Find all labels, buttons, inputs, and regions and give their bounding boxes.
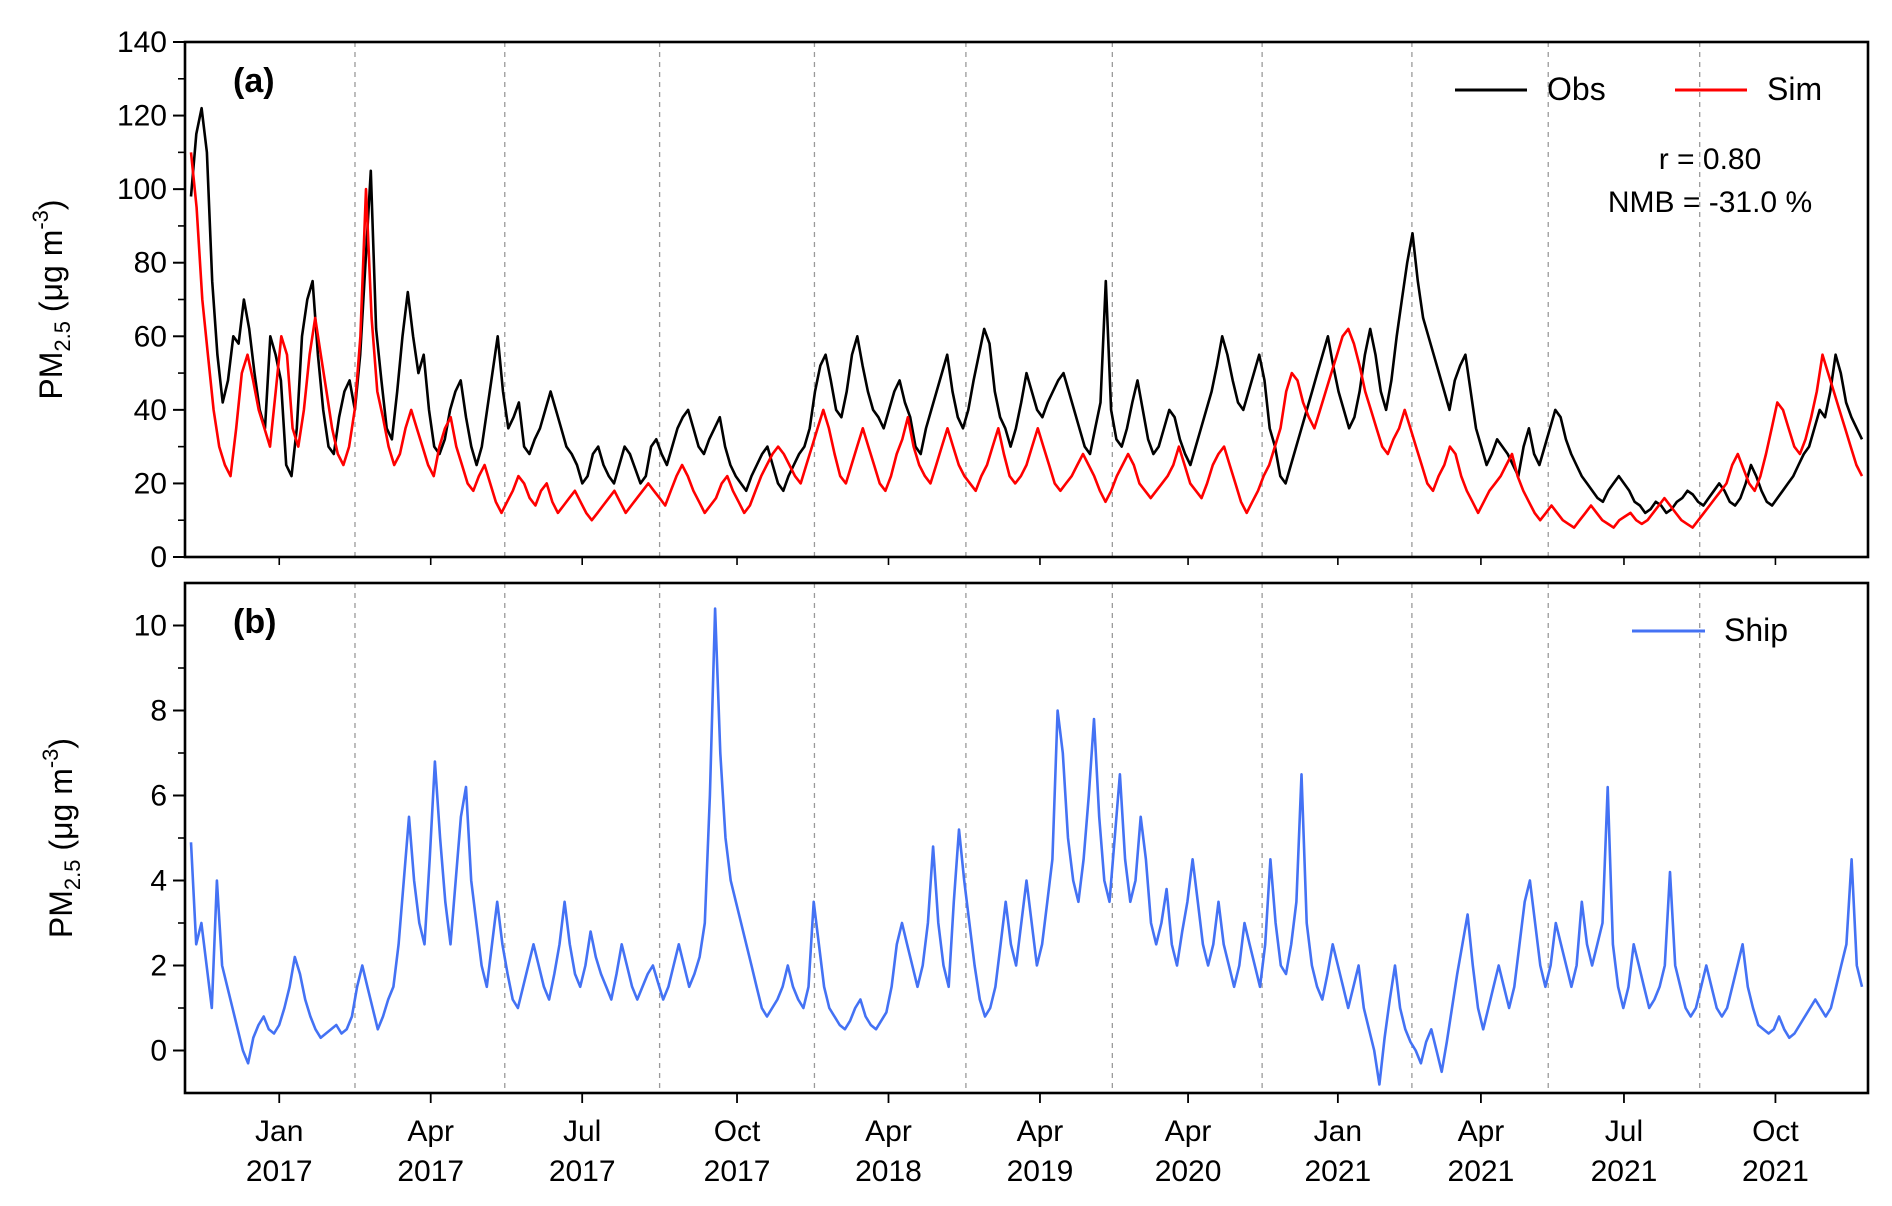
y-tick-label: 120 [117,100,167,133]
y-axis-label: PM2.5 (μg m-3) [28,199,75,399]
panel-label: (a) [233,62,275,100]
x-tick-year: 2017 [549,1155,616,1188]
stat-r: r = 0.80 [1659,143,1762,176]
panel-b: 0 2 4 6 8 10 (b) PM2.5 (μg m-3) Ship [38,581,1870,1095]
y-tick-label: 6 [150,780,167,813]
x-tick-month: Apr [1458,1115,1505,1148]
y-tick-label: 8 [150,695,167,728]
y-axis-label: PM2.5 (μg m-3) [38,738,85,938]
x-tick-year: 2021 [1591,1155,1658,1188]
legend-label-ship: Ship [1724,612,1788,648]
plot-frame [183,40,1870,559]
series-line-sim [189,152,1864,529]
y-tick-label: 0 [150,1035,167,1068]
y-tick-label: 40 [134,394,167,427]
x-tick-month: Apr [407,1115,454,1148]
y-tick-label: 60 [134,320,167,353]
x-tick-month: Jul [563,1115,601,1148]
x-tick-month: Apr [865,1115,912,1148]
x-tick-month: Apr [1165,1115,1212,1148]
legend-label-obs: Obs [1547,71,1606,107]
x-tick-year: 2017 [704,1155,771,1188]
x-tick-month: Jan [1314,1115,1362,1148]
plot-frame [183,581,1870,1095]
x-tick-year: 2017 [246,1155,313,1188]
x-tick-year: 2018 [855,1155,922,1188]
x-tick-year: 2019 [1007,1155,1074,1188]
ylabel-units: (μg m [33,230,69,321]
x-tick-year: 2021 [1742,1155,1809,1188]
y-tick-label: 2 [150,950,167,983]
x-tick-month: Apr [1017,1115,1064,1148]
legend-label-sim: Sim [1767,71,1822,107]
x-tick-year: 2020 [1155,1155,1222,1188]
y-tick-label: 140 [117,26,167,59]
ylabel-close: ) [43,738,79,749]
x-tick-year: 2021 [1448,1155,1515,1188]
x-tick-month: Oct [714,1115,761,1148]
x-tick-month: Jul [1605,1115,1643,1148]
y-tick-label: 4 [150,865,167,898]
x-axis: Jan 2017 Apr 2017 Jul 2017 Oct 2017 Apr 2018 Apr 20… [246,557,1809,1188]
series-line-ship [189,607,1864,1086]
series-line-obs [189,106,1864,515]
y-tick-label: 20 [134,467,167,500]
y-tick-label: 80 [134,247,167,280]
y-tick-label: 0 [150,541,167,574]
ylabel-sub: 2.5 [50,321,75,352]
ylabel-main: PM [33,352,69,400]
ylabel-close: ) [33,199,69,210]
panel-a: 0 20 40 60 80 100 120 140 (a) PM2.5 (μg m-3) Obs Si… [28,26,1870,574]
y-tick-label: 100 [117,173,167,206]
stat-nmb: NMB = -31.0 % [1608,186,1812,219]
x-tick-year: 2017 [397,1155,464,1188]
x-tick-year: 2021 [1304,1155,1371,1188]
panel-label: (b) [233,603,276,641]
ylabel-units: (μg m [43,768,79,859]
ylabel-sub: 2.5 [60,859,85,890]
x-tick-month: Oct [1752,1115,1799,1148]
ylabel-sup: -3 [38,749,63,769]
x-tick-month: Jan [255,1115,303,1148]
y-tick-label: 10 [134,610,167,643]
ylabel-sup: -3 [28,210,53,230]
ylabel-main: PM [43,890,79,938]
